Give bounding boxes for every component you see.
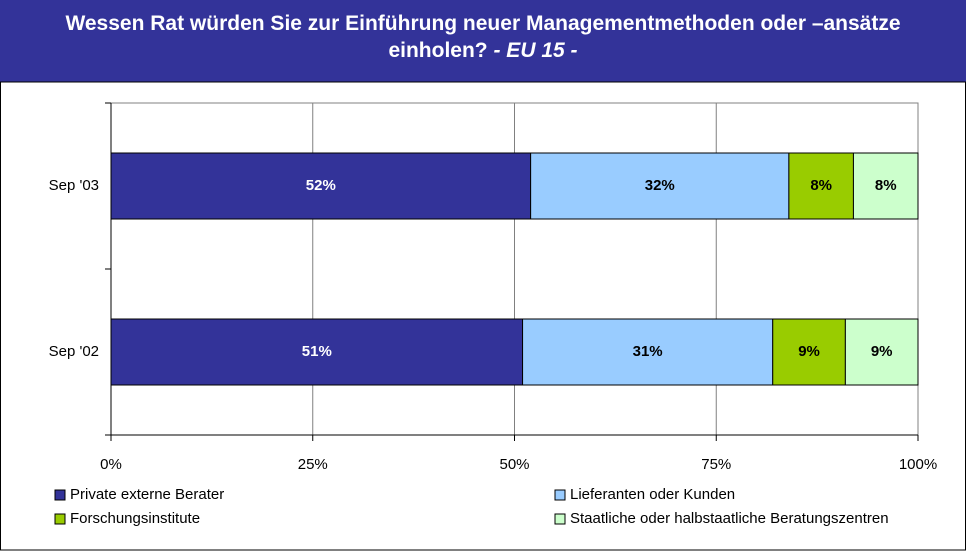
y-tick-label: Sep '03 xyxy=(49,177,99,194)
bar-segment xyxy=(844,318,919,386)
bar-segment xyxy=(522,318,774,386)
data-label: 8% xyxy=(810,177,832,194)
data-label: 9% xyxy=(798,343,820,360)
data-label: 52% xyxy=(306,177,336,194)
x-tick-label: 50% xyxy=(499,456,529,473)
legend-swatch xyxy=(554,489,566,501)
legend-swatch xyxy=(54,513,66,525)
bar-segment xyxy=(772,318,846,386)
legend-swatch xyxy=(54,489,66,501)
title-block: Wessen Rat würden Sie zur Einführung neu… xyxy=(33,10,933,64)
x-tick-label: 0% xyxy=(100,456,122,473)
legend-label: Forschungsinstitute xyxy=(70,510,200,527)
bar-segment xyxy=(110,152,532,220)
chart-subtitle: - EU 15 - xyxy=(493,39,578,62)
x-tick-label: 25% xyxy=(298,456,328,473)
data-label: 51% xyxy=(302,343,332,360)
legend-swatch xyxy=(554,513,566,525)
data-label: 8% xyxy=(875,177,897,194)
x-tick-label: 100% xyxy=(899,456,937,473)
data-label: 9% xyxy=(871,343,893,360)
bar-segment xyxy=(110,318,524,386)
chart-title: Wessen Rat würden Sie zur Einführung neu… xyxy=(65,12,901,62)
title-band: Wessen Rat würden Sie zur Einführung neu… xyxy=(0,0,966,82)
bar-segment xyxy=(852,152,919,220)
y-tick-label: Sep '02 xyxy=(49,343,99,360)
legend-label: Private externe Berater xyxy=(70,486,224,503)
legend-label: Staatliche oder halbstaatliche Beratungs… xyxy=(570,510,889,527)
x-tick-label: 75% xyxy=(701,456,731,473)
legend-label: Lieferanten oder Kunden xyxy=(570,486,735,503)
data-label: 32% xyxy=(645,177,675,194)
data-label: 31% xyxy=(633,343,663,360)
